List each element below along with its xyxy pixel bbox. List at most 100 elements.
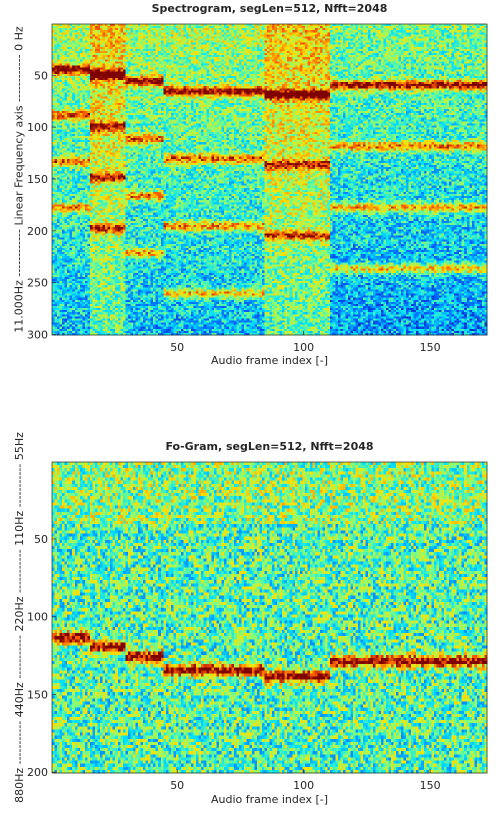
heatmap-cell: [62, 142, 65, 145]
heatmap-cell: [59, 181, 63, 184]
heatmap-cell: [79, 173, 83, 176]
heatmap-cell: [130, 24, 134, 27]
heatmap-cell: [127, 287, 131, 290]
heatmap-cell: [72, 189, 76, 193]
heatmap-cell: [102, 127, 106, 131]
heatmap-cell: [69, 322, 73, 325]
heatmap-cell: [94, 262, 98, 265]
heatmap-cell: [74, 142, 78, 145]
heatmap-cell: [64, 324, 68, 328]
heatmap-cell: [69, 285, 73, 288]
heatmap-cell: [94, 227, 98, 230]
heatmap-cell: [120, 65, 124, 68]
heatmap-cell: [72, 102, 76, 106]
heatmap-cell: [120, 158, 124, 162]
heatmap-cell: [74, 239, 78, 243]
heatmap-cell: [122, 295, 126, 299]
heatmap-cell: [127, 177, 131, 180]
heatmap-cell: [94, 24, 98, 27]
heatmap-cell: [82, 225, 86, 228]
heatmap-cell: [79, 202, 83, 205]
heatmap-cell: [59, 175, 63, 178]
heatmap-cell: [87, 123, 91, 126]
heatmap-cell: [127, 142, 131, 145]
heatmap-cell: [117, 322, 121, 325]
heatmap-cell: [59, 204, 63, 207]
heatmap-cell: [67, 243, 71, 247]
heatmap-cell: [107, 177, 111, 180]
heatmap-cell: [100, 90, 103, 93]
heatmap-cell: [89, 202, 93, 205]
heatmap-cell: [67, 191, 71, 195]
heatmap-cell: [102, 44, 106, 48]
heatmap-cell: [107, 75, 111, 79]
heatmap-cell: [59, 167, 63, 170]
heatmap-cell: [82, 303, 86, 307]
heatmap-cell: [100, 125, 103, 129]
heatmap-cell: [132, 202, 136, 205]
heatmap-cell: [94, 113, 98, 116]
heatmap-cell: [79, 276, 83, 280]
heatmap-cell: [107, 194, 111, 197]
heatmap-cell: [64, 92, 68, 95]
heatmap-cell: [67, 301, 71, 305]
heatmap-cell: [92, 260, 96, 263]
heatmap-cell: [110, 185, 114, 189]
heatmap-cell: [127, 179, 131, 182]
heatmap-cell: [82, 276, 86, 280]
heatmap-cell: [117, 189, 121, 193]
heatmap-cell: [120, 140, 124, 143]
heatmap-cell: [57, 53, 60, 56]
heatmap-cell: [79, 231, 83, 234]
heatmap-cell: [62, 289, 65, 292]
heatmap-cell: [79, 326, 83, 330]
heatmap-cell: [84, 191, 88, 195]
heatmap-cell: [59, 299, 63, 303]
heatmap-cell: [117, 297, 121, 301]
heatmap-cell: [120, 212, 124, 216]
heatmap-cell: [54, 270, 58, 274]
heatmap-cell: [69, 227, 73, 230]
heatmap-cell: [59, 26, 63, 29]
heatmap-cell: [117, 187, 121, 191]
heatmap-cell: [89, 28, 93, 31]
heatmap-cell: [112, 252, 116, 255]
heatmap-cell: [89, 268, 93, 272]
heatmap-cell: [87, 48, 91, 52]
heatmap-cell: [122, 111, 126, 114]
heatmap-cell: [110, 146, 114, 149]
heatmap-cell: [125, 198, 129, 201]
heatmap-cell: [69, 204, 73, 207]
heatmap-cell: [79, 297, 83, 301]
heatmap-cell: [52, 293, 55, 296]
heatmap-cell: [89, 287, 93, 290]
heatmap-cell: [87, 181, 91, 184]
heatmap-cell: [97, 272, 101, 276]
heatmap-cell: [84, 177, 88, 180]
heatmap-cell: [122, 117, 126, 120]
heatmap-cell: [62, 260, 65, 263]
heatmap-cell: [110, 171, 114, 174]
heatmap-cell: [82, 26, 86, 29]
heatmap-cell: [92, 100, 96, 104]
heatmap-cell: [84, 144, 88, 147]
heatmap-cell: [64, 287, 68, 290]
heatmap-cell: [57, 249, 60, 253]
heatmap-cell: [67, 308, 71, 311]
heatmap-cell: [122, 262, 126, 265]
heatmap-cell: [92, 235, 96, 238]
heatmap-cell: [105, 169, 108, 172]
heatmap-cell: [105, 50, 108, 54]
heatmap-cell: [77, 310, 81, 313]
heatmap-cell: [100, 131, 103, 135]
heatmap-cell: [52, 90, 55, 93]
heatmap-cell: [130, 270, 134, 274]
heatmap-cell: [64, 254, 68, 257]
heatmap-cell: [87, 34, 91, 37]
heatmap-cell: [74, 117, 78, 120]
heatmap-cell: [74, 322, 78, 325]
heatmap-cell: [132, 200, 136, 203]
heatmap-cell: [100, 191, 103, 195]
heatmap-cell: [77, 312, 81, 315]
heatmap-cell: [54, 117, 58, 120]
